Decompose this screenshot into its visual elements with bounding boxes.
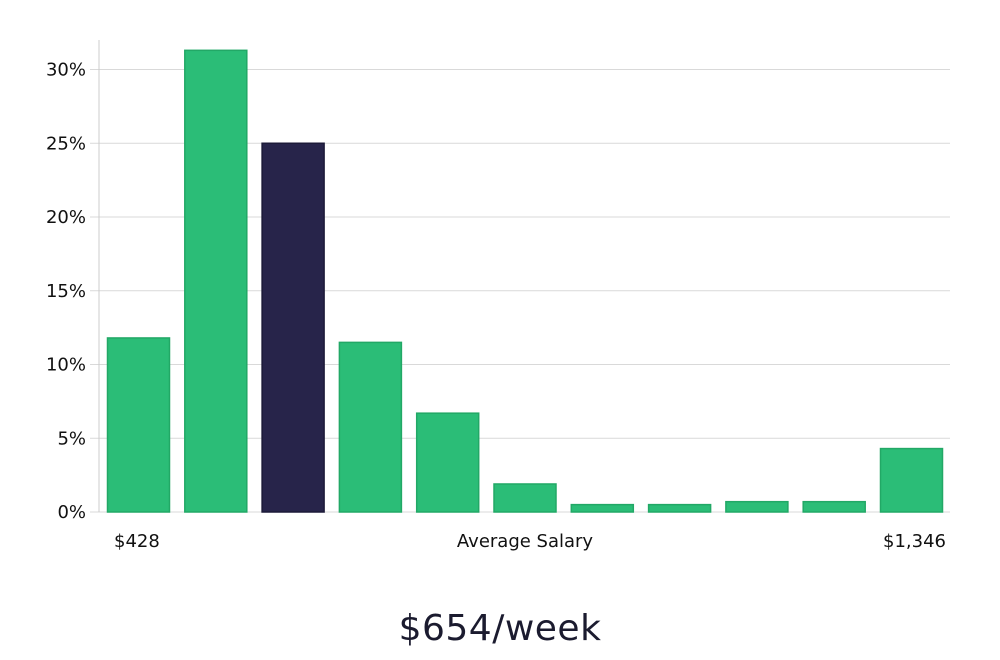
bar [415,412,480,513]
bar [493,483,557,513]
average-salary-headline: $654/week [398,608,602,649]
y-tick-label: 0% [57,502,86,523]
bar [647,503,712,513]
bar [338,341,403,513]
x-axis-title: Average Salary [457,531,594,552]
bar [184,49,248,513]
x-label-min: $428 [114,531,160,552]
bar-highlighted [261,142,325,513]
y-tick-labels: 0% 5% 10% 15% 20% 25% 30% [46,60,86,524]
salary-histogram: 0%5%10%15%20%25%30% $428 Average Salary … [46,40,950,552]
bar [802,500,866,513]
y-tick-label: 25% [46,133,86,154]
bars [106,49,944,513]
y-tick-label: 20% [46,207,86,228]
y-tick-label: 15% [46,281,86,302]
bar [106,337,171,513]
bar [570,503,635,513]
bar [725,500,789,513]
bar [879,447,944,513]
x-label-max: $1,346 [883,531,946,552]
y-tick-label: 10% [46,355,86,376]
y-tick-label: 5% [57,428,86,449]
y-tick-label: 30% [46,60,86,81]
